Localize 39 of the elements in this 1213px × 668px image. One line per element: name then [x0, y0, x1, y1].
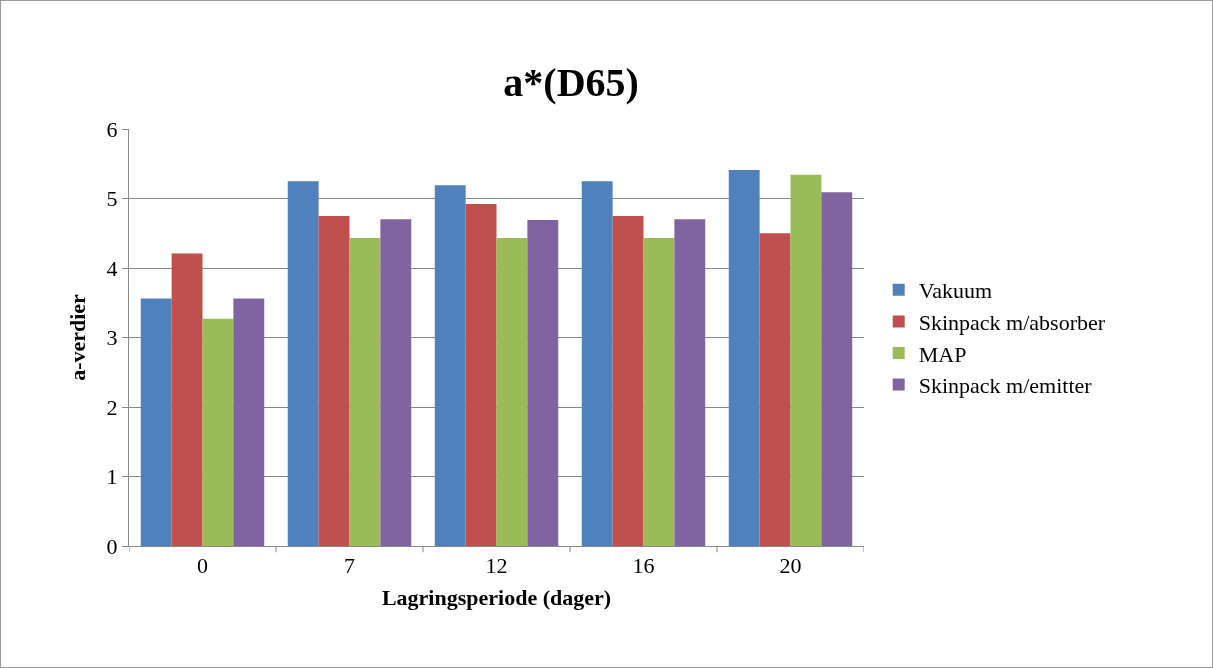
- bar: [527, 220, 559, 546]
- bar: [643, 238, 675, 546]
- y-tick-label: 4: [106, 255, 118, 281]
- legend-label: Skinpack m/emitter: [918, 373, 1093, 399]
- x-tick-label: 20: [779, 553, 802, 579]
- x-tick-label: 12: [485, 553, 508, 579]
- bar: [790, 174, 822, 546]
- bar: [674, 219, 706, 546]
- y-tick-label: 1: [106, 464, 118, 490]
- x-tick-label: 0: [197, 553, 208, 579]
- bar: [233, 298, 265, 546]
- bar: [318, 215, 350, 546]
- bar: [171, 253, 203, 546]
- bar: [349, 238, 381, 546]
- y-tick-label: 6: [106, 116, 118, 142]
- legend-label: Vakuum: [918, 278, 993, 304]
- y-tick-label: 0: [106, 533, 118, 559]
- bar: [202, 318, 234, 546]
- bar: [821, 192, 853, 546]
- bar: [287, 181, 319, 546]
- bar: [612, 215, 644, 546]
- y-axis-title: a-verdier: [65, 293, 91, 381]
- bar: [581, 181, 613, 546]
- x-axis-title: Lagringsperiode (dager): [381, 585, 612, 611]
- bar: [140, 298, 172, 546]
- chart-title: a*(D65): [503, 59, 639, 105]
- legend-label: MAP: [918, 341, 967, 367]
- bar: [728, 170, 760, 546]
- y-tick-label: 3: [106, 325, 118, 351]
- bar: [465, 204, 497, 546]
- bar: [380, 219, 412, 546]
- bar: [759, 233, 791, 546]
- bar: [434, 185, 466, 546]
- y-tick-label: 5: [106, 186, 118, 212]
- bar: [496, 238, 528, 546]
- x-tick-label: 7: [344, 553, 355, 579]
- y-tick-label: 2: [106, 394, 118, 420]
- legend-label: Skinpack m/absorber: [918, 309, 1106, 335]
- x-tick-label: 16: [632, 553, 655, 579]
